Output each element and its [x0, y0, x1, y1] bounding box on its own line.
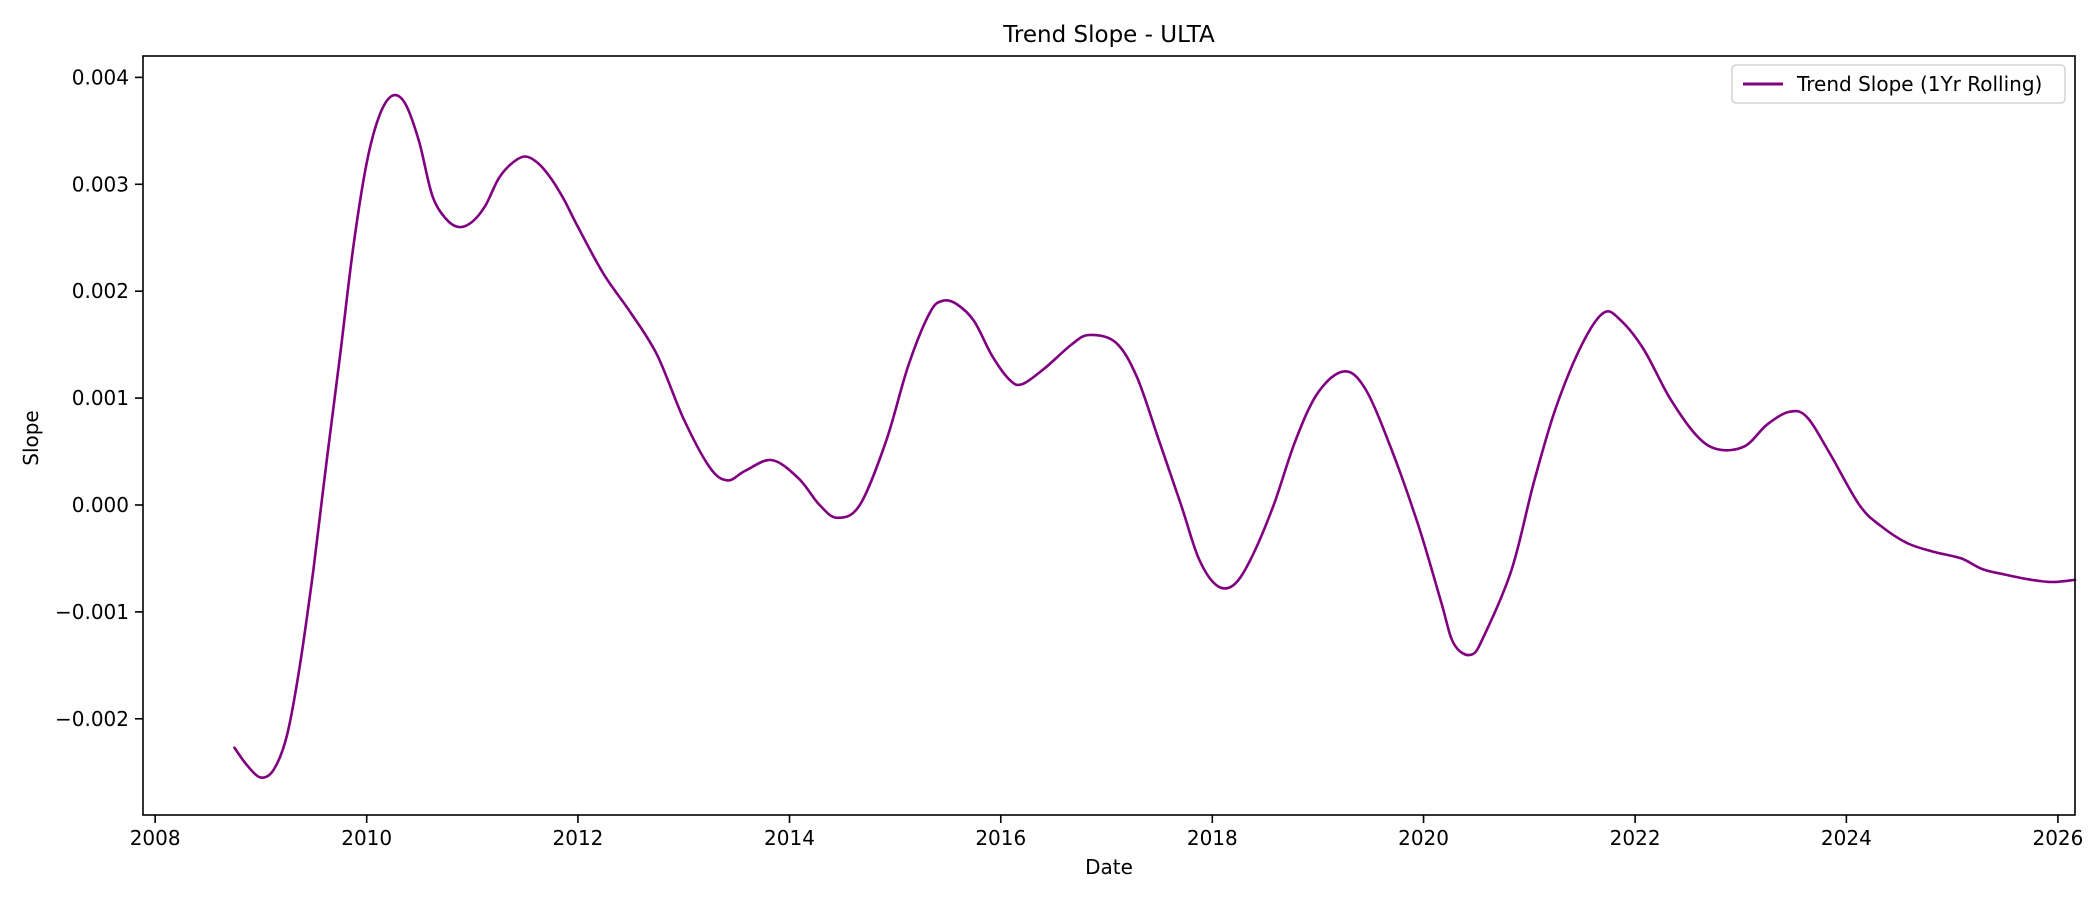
- x-tick-label: 2020: [1398, 826, 1449, 850]
- series-line-trend-slope: [233, 93, 2077, 779]
- y-tick-label: 0.003: [72, 172, 129, 196]
- y-tick-label: 0.004: [72, 65, 129, 89]
- series-layer: [233, 93, 2077, 779]
- chart-title: Trend Slope - ULTA: [1002, 22, 1215, 48]
- x-tick-label: 2022: [1610, 826, 1661, 850]
- x-tick-label: 2012: [553, 826, 604, 850]
- y-tick-label: 0.000: [72, 493, 129, 517]
- x-tick-label: 2010: [341, 826, 392, 850]
- x-tick-label: 2024: [1821, 826, 1872, 850]
- y-tick-label: −0.002: [55, 707, 129, 731]
- legend-box: [1731, 64, 2066, 104]
- y-axis-label: Slope: [19, 410, 43, 466]
- y-tick-label: 0.002: [72, 279, 129, 303]
- y-tick-label: 0.001: [72, 386, 129, 410]
- x-tick-label: 2016: [975, 826, 1026, 850]
- x-tick-label: 2008: [130, 826, 181, 850]
- axis-ticks: 2008 2010 2012 2014 2016 2018 2020 2022 2024 2026…: [55, 65, 2083, 850]
- x-axis-label: Date: [1085, 855, 1133, 879]
- x-tick-label: 2018: [1187, 826, 1238, 850]
- legend-label: Trend Slope (1Yr Rolling): [1796, 72, 2042, 96]
- y-tick-label: −0.001: [55, 600, 129, 624]
- x-tick-label: 2014: [764, 826, 815, 850]
- legend: Trend Slope (1Yr Rolling): [1731, 64, 2066, 104]
- plot-area-frame: [142, 55, 2076, 816]
- x-tick-label: 2026: [2032, 826, 2083, 850]
